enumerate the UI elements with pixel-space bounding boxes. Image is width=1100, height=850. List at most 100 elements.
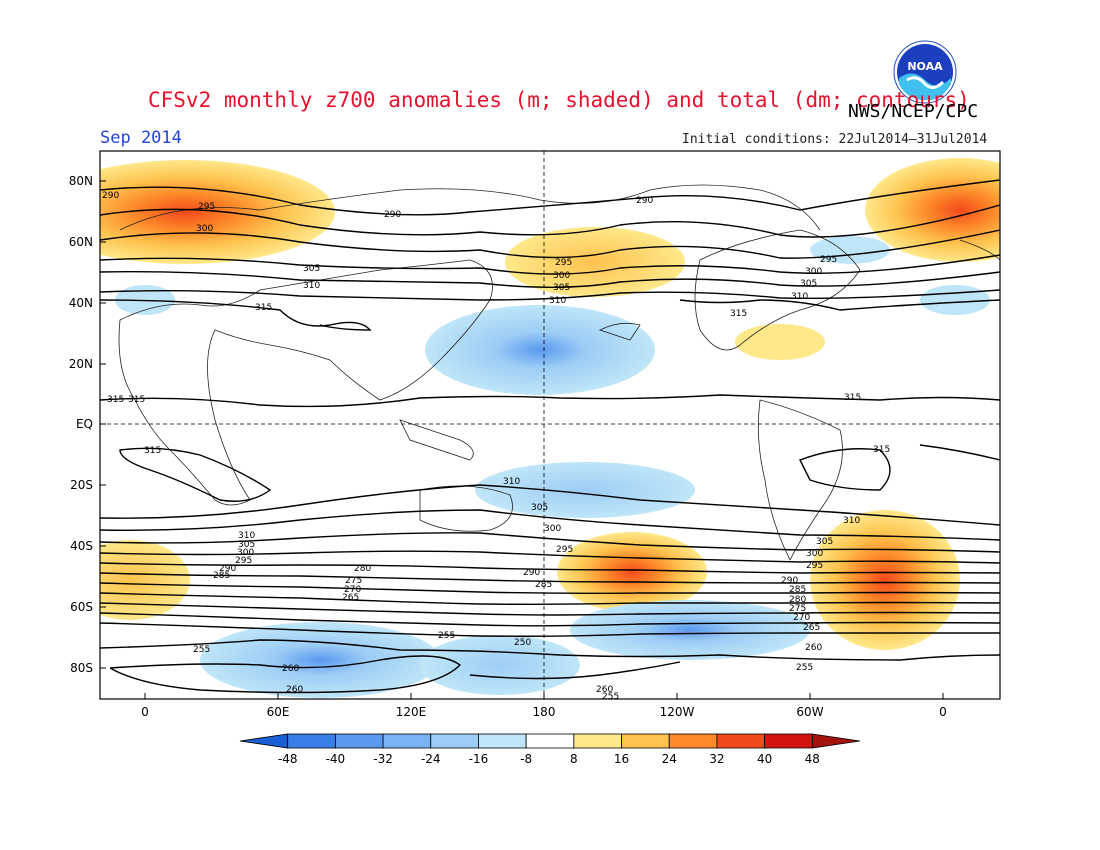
contour-label: 290 (523, 568, 540, 578)
contour-label: 290 (636, 196, 653, 206)
contour-label: 280 (354, 564, 371, 574)
lat-label: 40S (70, 539, 93, 553)
lon-label: 0 (141, 705, 149, 719)
lat-label: EQ (76, 417, 93, 431)
colorbar-segment (716, 733, 766, 749)
contour-label: 295 (820, 255, 837, 265)
contour-label: 295 (555, 258, 572, 268)
contour-label: 310 (791, 292, 808, 302)
contour-label: 285 (535, 580, 552, 590)
latitude-labels: 80N 60N 40N 20N EQ 20S 40S 60S 80S (69, 174, 93, 675)
axis-ticks (100, 180, 944, 699)
colorbar-label: -48 (278, 752, 298, 766)
colorbar-segment (478, 733, 527, 749)
contour-label: 315 (128, 395, 145, 405)
colorbar-label: -32 (373, 752, 393, 766)
contour-label: 300 (544, 524, 561, 534)
anomaly-positive-s-pacific (557, 532, 707, 612)
contour-label: 290 (102, 191, 119, 201)
contour-label: 305 (303, 264, 320, 274)
colorbar-segment (334, 733, 384, 749)
contour-label: 255 (602, 692, 619, 702)
contour-label: 250 (514, 638, 531, 648)
contour-label: 255 (193, 645, 210, 655)
contour-label: 305 (531, 503, 548, 513)
anomaly-negative-e-atlantic (920, 285, 990, 315)
anomaly-positive-s-ocean-west (100, 540, 190, 620)
contour-labels: 290 295 300 305 310 315 290 295 300 305 … (102, 191, 890, 702)
anomaly-positive-n-pacific (505, 227, 685, 297)
agency-label: NWS/NCEP/CPC (848, 101, 979, 122)
contour-label: 255 (796, 663, 813, 673)
contour-label: 310 (303, 281, 320, 291)
anomaly-negative-s-pacific-tropics (475, 462, 695, 518)
contour-label: 300 (237, 548, 254, 558)
contour-label: 305 (238, 540, 255, 550)
lat-label: 40N (69, 296, 93, 310)
contour-label: 315 (730, 309, 747, 319)
contour-label: 315 (844, 393, 861, 403)
lon-label: 0 (939, 705, 947, 719)
anomaly-negative-antarctic-center (420, 635, 580, 695)
contour-label: 265 (342, 593, 359, 603)
contour-label: 260 (805, 643, 822, 653)
longitude-labels: 0 60E 120E 180 120W 60W 0 (141, 705, 947, 719)
lat-label: 60N (69, 235, 93, 249)
anomaly-negative-antarctic-east (200, 622, 440, 698)
contour-label: 315 (144, 446, 161, 456)
anomaly-negative-w-pacific (425, 305, 655, 395)
contour-label: 275 (345, 576, 362, 586)
plot-frame (99, 150, 1001, 700)
contour-label: 275 (789, 604, 806, 614)
contour-label: 305 (816, 537, 833, 547)
colorbar-segment (764, 733, 813, 749)
lat-label: 80S (70, 661, 93, 675)
colorbar-segment (239, 733, 289, 749)
contour-label: 300 (196, 224, 213, 234)
contour-label: 260 (596, 685, 613, 695)
contour-label: 310 (843, 516, 860, 526)
contour-label: 315 (873, 445, 890, 455)
contour-label: 300 (806, 549, 823, 559)
colorbar-label: -24 (421, 752, 441, 766)
contour-label: 255 (438, 631, 455, 641)
lat-label: 20S (70, 478, 93, 492)
shaded-anomalies (100, 158, 1000, 698)
colorbar-segment (525, 733, 575, 749)
contour-label: 305 (800, 279, 817, 289)
colorbar-label: -16 (469, 752, 489, 766)
contour-label: 295 (235, 556, 252, 566)
colorbar-segment (668, 733, 718, 749)
lat-label: 20N (69, 357, 93, 371)
logo-text: NOAA (907, 60, 943, 73)
contour-label: 310 (549, 296, 566, 306)
colorbar-label: 32 (709, 752, 724, 766)
colorbar-label: 8 (570, 752, 578, 766)
map-title: CFSv2 monthly z700 anomalies (m; shaded)… (148, 88, 970, 112)
colorbar-segment (573, 733, 622, 749)
lon-label: 60E (267, 705, 290, 719)
lon-label: 60W (796, 705, 823, 719)
contour-label: 305 (553, 283, 570, 293)
colorbar-label: 48 (805, 752, 820, 766)
contour-label: 310 (238, 531, 255, 541)
contour-label: 300 (805, 267, 822, 277)
contour-label: 290 (781, 576, 798, 586)
lon-label: 120W (660, 705, 695, 719)
contour-label: 295 (806, 561, 823, 571)
contour-label: 290 (219, 564, 236, 574)
colorbar-label: 24 (662, 752, 677, 766)
contour-label: 285 (213, 571, 230, 581)
colorbar-segment (811, 733, 861, 749)
colorbar-label: 16 (614, 752, 629, 766)
lon-label: 180 (533, 705, 556, 719)
initial-conditions: Initial conditions: 22Jul2014–31Jul2014 (682, 132, 988, 147)
lat-label: 80N (69, 174, 93, 188)
contour-label: 315 (255, 303, 272, 313)
contour-label: 300 (553, 271, 570, 281)
height-contours (100, 179, 1000, 694)
contour-label: 270 (793, 613, 810, 623)
contour-label: 295 (198, 202, 215, 212)
forecast-period: Sep 2014 (100, 128, 182, 148)
